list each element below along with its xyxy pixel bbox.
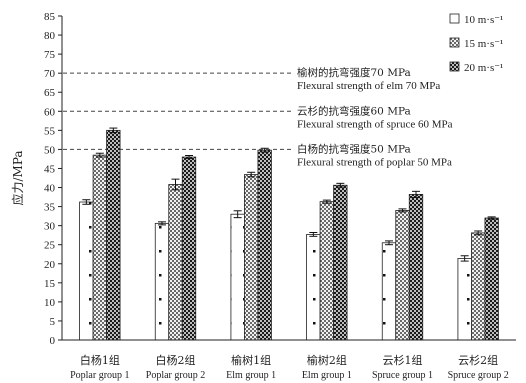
x-tick-label-en: Poplar group 1	[70, 370, 129, 381]
reference-label-cn: 榆树的抗弯强度70 MPa	[297, 66, 411, 79]
legend-swatch	[449, 61, 460, 72]
x-axis: 白杨1组 Poplar group 1 白杨2组 Poplar group 2 榆树1组…	[62, 339, 516, 381]
y-tick-label: 15	[44, 278, 56, 290]
y-axis: 0 5 10 15 20 25 30 35 40 45 50 55 60 65 70 75 80 85	[44, 11, 63, 347]
reference-label-en: Flexural strength of elm 70 MPa	[297, 80, 440, 92]
bar	[106, 129, 121, 341]
y-tick-label: 75	[44, 49, 56, 61]
y-tick-label: 80	[44, 30, 56, 42]
bars	[79, 127, 499, 341]
y-tick-label: 70	[44, 68, 56, 80]
x-tick-label-cn: 榆树1组	[231, 353, 271, 367]
x-tick-label-cn: 白杨1组	[80, 353, 120, 367]
bar	[471, 232, 486, 341]
reference-label-cn: 白杨的抗弯强度50 MPa	[297, 142, 411, 155]
legend: 10 m·s⁻¹ 15 m·s⁻¹ 20 m·s⁻¹	[449, 13, 503, 74]
x-tick-label-cn: 云杉2组	[458, 353, 498, 367]
bar	[257, 149, 272, 341]
bar	[484, 217, 499, 341]
bar	[319, 201, 334, 341]
bar	[230, 213, 245, 341]
y-tick-label: 30	[44, 221, 56, 233]
reference-label-en: Flexural strength of spruce 60 MPa	[297, 118, 453, 130]
bar	[79, 201, 94, 341]
x-tick-label-en: Elm group 1	[226, 370, 276, 381]
y-tick-label: 60	[44, 106, 56, 118]
legend-swatch	[449, 37, 460, 48]
bar	[395, 209, 410, 341]
x-tick-label-en: Spruce group 2	[448, 370, 509, 381]
y-tick-label: 45	[44, 163, 56, 175]
bar	[154, 222, 170, 341]
bar	[457, 258, 472, 341]
y-tick-label: 25	[44, 240, 56, 252]
y-tick-label: 50	[44, 144, 56, 156]
x-tick-label-en: Poplar group 2	[146, 370, 205, 381]
bar	[408, 193, 424, 341]
bar	[333, 184, 348, 341]
x-tick-label-cn: 云杉1组	[383, 353, 423, 367]
y-tick-label: 65	[44, 87, 56, 99]
x-tick-label-cn: 白杨2组	[156, 353, 196, 367]
y-tick-label: 85	[44, 11, 56, 23]
y-tick-label: 5	[50, 316, 56, 328]
y-tick-label: 35	[44, 202, 56, 214]
legend-label: 10 m·s⁻¹	[464, 14, 503, 26]
y-tick-label: 20	[44, 259, 56, 271]
x-tick-label-cn: 榆树2组	[307, 353, 347, 367]
y-tick-label: 0	[50, 335, 56, 347]
bar	[168, 184, 183, 341]
bar	[306, 234, 321, 341]
bar	[381, 242, 397, 341]
y-tick-label: 40	[44, 183, 56, 195]
legend-swatch	[449, 13, 460, 24]
y-tick-label: 10	[44, 297, 56, 309]
reference-label-en: Flexural strength of poplar 50 MPa	[297, 156, 452, 168]
y-tick-label: 55	[44, 125, 56, 137]
legend-label: 20 m·s⁻¹	[464, 62, 503, 74]
y-axis-label: 应力/MPa	[10, 150, 25, 205]
bar	[181, 156, 197, 341]
bar	[244, 174, 259, 341]
bar	[92, 154, 107, 341]
legend-label: 15 m·s⁻¹	[464, 38, 503, 50]
x-tick-label-en: Spruce group 1	[372, 370, 433, 381]
x-tick-label-en: Elm group 1	[302, 370, 352, 381]
reference-label-cn: 云杉的抗弯强度60 MPa	[297, 104, 411, 117]
